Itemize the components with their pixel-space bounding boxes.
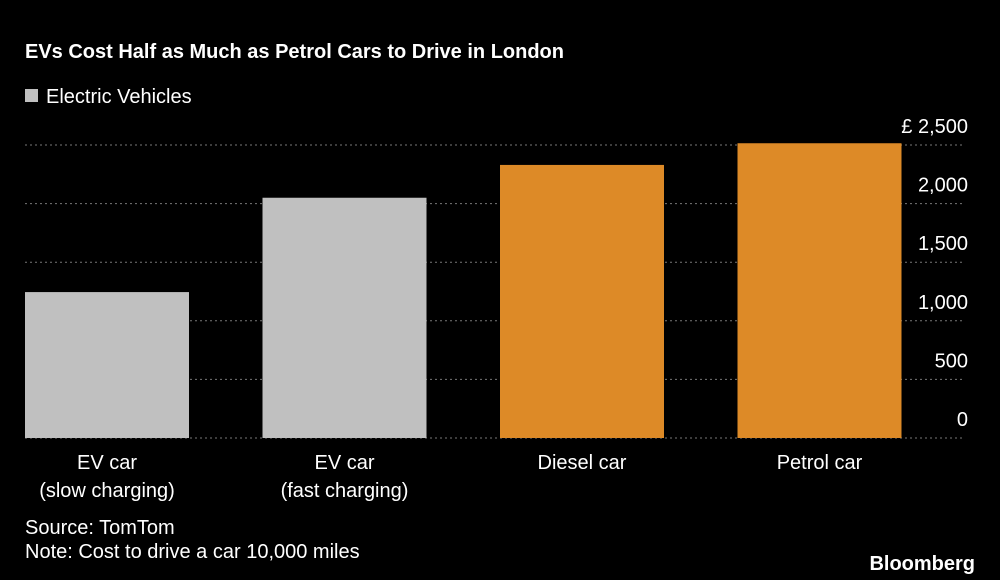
y-tick-label: 1,000 (918, 292, 968, 314)
y-tick-label: 1,500 (918, 233, 968, 255)
legend-swatch (25, 89, 38, 102)
source: Source: TomTom (25, 517, 175, 539)
bar (500, 164, 664, 438)
x-tick-label: EV car (slow charging) (39, 452, 175, 502)
x-tick-line: EV car (77, 452, 137, 474)
x-tick-label: EV car (fast charging) (281, 452, 409, 502)
y-tick-label: 2,000 (918, 175, 968, 197)
x-tick-line: (slow charging) (39, 480, 175, 502)
legend-label: Electric Vehicles (46, 86, 192, 108)
note: Note: Cost to drive a car 10,000 miles (25, 541, 360, 563)
y-tick-label: 500 (935, 350, 968, 372)
x-tick-line: (fast charging) (281, 480, 409, 502)
bar (737, 143, 902, 438)
bar (262, 197, 427, 438)
x-tick-line: Petrol car (777, 452, 863, 474)
y-tick-label: 0 (957, 409, 968, 431)
x-tick-line: EV car (314, 452, 374, 474)
x-tick-line: Diesel car (538, 452, 627, 474)
brand: Bloomberg (869, 553, 975, 575)
x-tick-label: Petrol car (777, 452, 863, 474)
y-tick-label: £ 2,500 (901, 116, 968, 138)
bar (25, 292, 189, 438)
chart-title: EVs Cost Half as Much as Petrol Cars to … (25, 41, 564, 63)
x-tick-label: Diesel car (538, 452, 627, 474)
